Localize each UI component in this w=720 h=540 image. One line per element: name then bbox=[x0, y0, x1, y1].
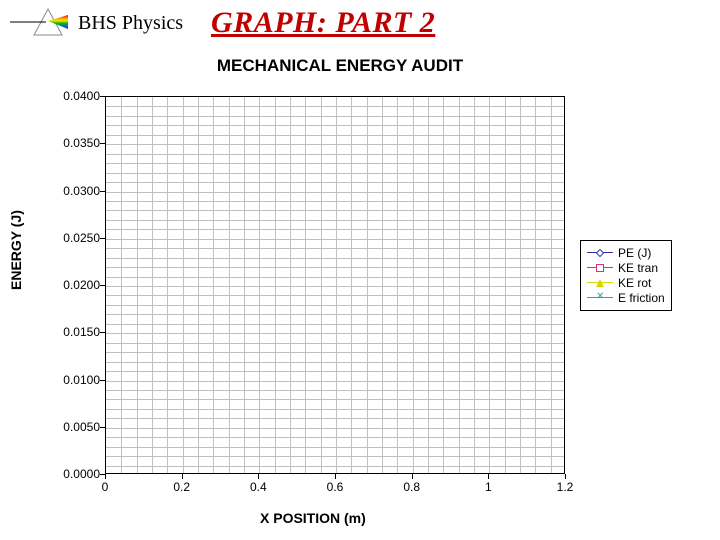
x-tick-label: 1 bbox=[485, 480, 492, 494]
y-tick-label: 0.0250 bbox=[40, 231, 100, 245]
legend-item: KE tran bbox=[587, 261, 665, 275]
y-tick-label: 0.0150 bbox=[40, 325, 100, 339]
chart-title: MECHANICAL ENERGY AUDIT bbox=[0, 56, 720, 76]
y-tick-label: 0.0200 bbox=[40, 278, 100, 292]
x-axis-label: X POSITION (m) bbox=[260, 510, 366, 526]
chart-container: ENERGY (J) X POSITION (m) 0.0000 0.0050 0.… bbox=[0, 90, 720, 530]
prism-logo-icon bbox=[10, 5, 70, 41]
x-tick-label: 0.6 bbox=[327, 480, 344, 494]
x-tick-label: 1.2 bbox=[557, 480, 574, 494]
x-tick-label: 0.2 bbox=[173, 480, 190, 494]
y-axis-label: ENERGY (J) bbox=[8, 210, 24, 290]
plot-area bbox=[105, 96, 565, 474]
y-tick-label: 0.0400 bbox=[40, 89, 100, 103]
x-tick-label: 0.8 bbox=[403, 480, 420, 494]
y-tick-label: 0.0100 bbox=[40, 373, 100, 387]
x-tick-label: 0 bbox=[102, 480, 109, 494]
header: BHS Physics GRAPH: PART 2 bbox=[0, 0, 720, 46]
legend: PE (J)KE tranKE rot✕E friction bbox=[580, 240, 672, 311]
y-tick-label: 0.0350 bbox=[40, 136, 100, 150]
legend-item: PE (J) bbox=[587, 246, 665, 260]
y-tick-label: 0.0050 bbox=[40, 420, 100, 434]
page-title: GRAPH: PART 2 bbox=[211, 6, 435, 40]
legend-item: KE rot bbox=[587, 276, 665, 290]
legend-label: KE tran bbox=[618, 261, 658, 275]
legend-item: ✕E friction bbox=[587, 291, 665, 305]
y-tick-label: 0.0000 bbox=[40, 467, 100, 481]
legend-label: PE (J) bbox=[618, 246, 651, 260]
y-tick-label: 0.0300 bbox=[40, 184, 100, 198]
legend-label: E friction bbox=[618, 291, 665, 305]
x-tick-label: 0.4 bbox=[250, 480, 267, 494]
legend-label: KE rot bbox=[618, 276, 651, 290]
org-name: BHS Physics bbox=[78, 12, 183, 35]
